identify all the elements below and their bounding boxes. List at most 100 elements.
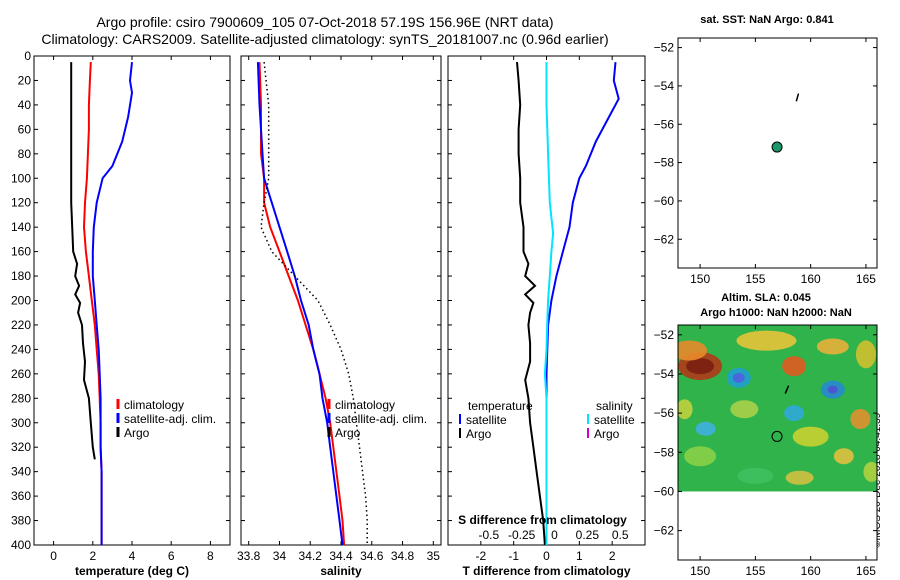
x-tick-label: 160 (801, 272, 821, 286)
series-argo (70, 62, 96, 460)
y-tick-label: −56 (654, 406, 675, 420)
x-tick-label: 160 (801, 564, 821, 578)
sst-map-frame (677, 37, 878, 269)
legend-label: climatology (124, 398, 184, 412)
x-tick-label: 165 (856, 564, 876, 578)
secondary-tick-label: 0 (551, 528, 558, 542)
series-satellite-adj-clim- (256, 62, 344, 546)
y-tick-label: −56 (654, 117, 675, 131)
sla-anomaly (850, 409, 871, 429)
depth-tick-label: 260 (11, 367, 31, 381)
y-tick-label: −58 (654, 445, 675, 459)
panel-temperature (33, 55, 231, 546)
x-tick-label: 150 (690, 272, 710, 286)
secondary-tick-label: -0.5 (478, 528, 499, 542)
depth-tick-label: 120 (11, 196, 31, 210)
depth-tick-label: 340 (11, 465, 31, 479)
depth-tick-label: 20 (18, 73, 32, 87)
sla-anomaly (816, 338, 849, 355)
x-tick-label: 155 (745, 564, 765, 578)
legend-label: Argo (335, 426, 361, 440)
legend-label: satellite (594, 413, 635, 427)
y-tick-label: −52 (654, 41, 675, 55)
x-tick-label: 2 (89, 549, 96, 563)
depth-tick-label: 400 (11, 538, 31, 552)
x-tick-label: 8 (207, 549, 214, 563)
y-tick-label: −62 (654, 524, 675, 538)
altim-title-line-2: Argo h1000: NaN h2000: NaN (700, 307, 852, 319)
depth-tick-label: 320 (11, 440, 31, 454)
depth-tick-label: 80 (18, 147, 32, 161)
x-tick-label: -1 (508, 549, 519, 563)
legend-label: satellite (466, 413, 507, 427)
panel-salinity (240, 55, 442, 546)
y-tick-label: −52 (654, 328, 675, 342)
argo-position-marker (771, 141, 783, 153)
float-track (784, 385, 790, 394)
sla-anomaly (863, 461, 877, 482)
sla-anomaly (833, 448, 854, 465)
y-tick-label: −60 (654, 194, 675, 208)
legend-label: climatology (335, 398, 395, 412)
series-t-satellite (545, 62, 620, 545)
legend-label: temperature (468, 399, 533, 413)
legend-label: Argo (124, 426, 150, 440)
x-tick-label: 6 (168, 549, 175, 563)
x-tick-label: 4 (129, 549, 136, 563)
y-tick-label: −54 (654, 79, 675, 93)
x-tick-label: -2 (475, 549, 486, 563)
sla-anomaly (686, 358, 715, 375)
secondary-axis-label: S difference from climatology (458, 513, 627, 527)
sla-anomaly (736, 330, 797, 351)
secondary-tick-label: 0.5 (612, 528, 629, 542)
depth-tick-label: 140 (11, 220, 31, 234)
x-tick-label: 33.8 (237, 549, 261, 563)
series-satellite-adj-clim- (91, 61, 134, 545)
sla-anomaly (737, 467, 774, 484)
depth-tick-label: 300 (11, 416, 31, 430)
depth-tick-label: 360 (11, 489, 31, 503)
x-tick-label: 155 (745, 272, 765, 286)
legend-label: satellite-adj. clim. (124, 412, 216, 426)
series-s-satellite (543, 62, 555, 545)
x-tick-label: 34.8 (391, 549, 415, 563)
legend-label: salinity (596, 399, 633, 413)
sla-anomaly (827, 385, 838, 394)
x-tick-label: 0 (50, 549, 57, 563)
depth-tick-label: 60 (18, 122, 32, 136)
title-line-1: Argo profile: csiro 7900609_105 07-Oct-2… (96, 14, 554, 30)
x-tick-label: 1 (576, 549, 583, 563)
depth-tick-label: 160 (11, 245, 31, 259)
temperature-frame (33, 55, 231, 546)
x-tick-label: 2 (609, 549, 616, 563)
x-tick-label: 34.4 (329, 549, 353, 563)
x-tick-label: 34.6 (360, 549, 384, 563)
sla-anomaly (678, 340, 708, 361)
secondary-tick-label: -0.25 (508, 528, 536, 542)
float-track (795, 93, 800, 102)
x-tick-label: 165 (856, 272, 876, 286)
sst-map-title: sat. SST: NaN Argo: 0.841 (700, 14, 833, 26)
sla-anomaly (784, 405, 805, 422)
sla-anomaly (782, 356, 807, 377)
sla-anomaly (695, 421, 716, 436)
y-tick-label: −54 (654, 367, 675, 381)
depth-tick-label: 380 (11, 514, 31, 528)
salinity-xlabel: salinity (320, 564, 362, 578)
depth-tick-label: 0 (24, 49, 31, 63)
altim-title-line-1: Altim. SLA: 0.045 (721, 292, 811, 304)
depth-tick-label: 180 (11, 269, 31, 283)
legend-label: Argo (466, 427, 492, 441)
x-tick-label: 150 (690, 564, 710, 578)
panel-sst-map (677, 37, 878, 269)
sla-anomaly (785, 470, 814, 485)
depth-tick-label: 220 (11, 318, 31, 332)
legend-label: Argo (594, 427, 620, 441)
y-tick-label: −58 (654, 156, 675, 170)
temperature-xlabel: temperature (deg C) (75, 564, 189, 578)
sla-anomaly (678, 399, 693, 420)
x-tick-label: 0 (543, 549, 550, 563)
legend-label: satellite-adj. clim. (335, 412, 427, 426)
x-tick-label: 34 (273, 549, 287, 563)
